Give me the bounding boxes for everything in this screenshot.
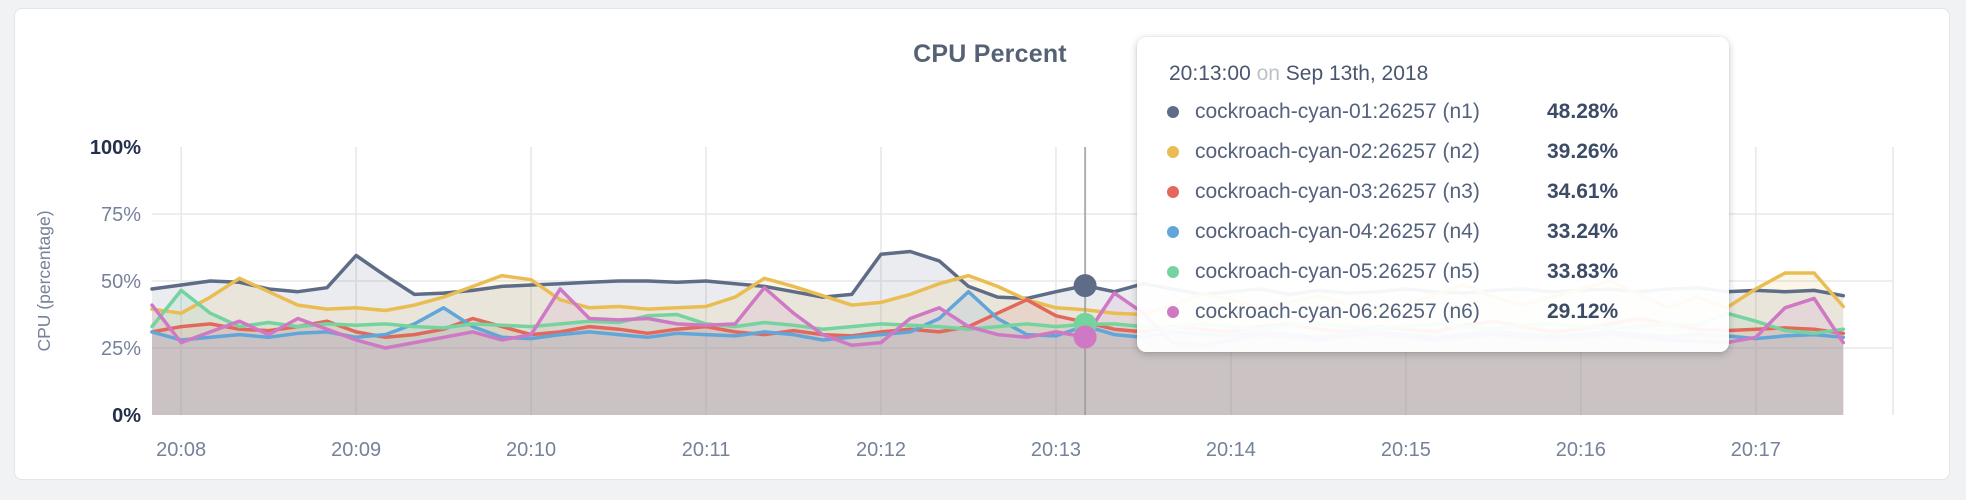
series-area-n4	[152, 291, 1844, 415]
series-color-dot-icon	[1167, 146, 1179, 158]
x-tick-label: 20:17	[1731, 439, 1781, 461]
tooltip-date-text: Sep 13th, 2018	[1285, 62, 1429, 85]
series-area-n5	[152, 290, 1844, 415]
series-color-dot-icon	[1167, 226, 1179, 238]
tooltip-row: cockroach-cyan-06:26257 (n6) 29.12%	[1167, 292, 1699, 332]
series-area-n3	[152, 299, 1844, 415]
tooltip-row: cockroach-cyan-01:26257 (n1) 48.28%	[1167, 92, 1699, 132]
tooltip-row: cockroach-cyan-05:26257 (n5) 33.83%	[1167, 252, 1699, 292]
x-tick-label: 20:09	[331, 439, 381, 461]
x-tick-label: 20:13	[1031, 439, 1081, 461]
tooltip-header: 20:13:00 on Sep 13th, 2018	[1169, 62, 1699, 86]
tooltip-row: cockroach-cyan-04:26257 (n4) 33.24%	[1167, 212, 1699, 252]
hover-tooltip: 20:13:00 on Sep 13th, 2018 cockroach-cya…	[1137, 37, 1729, 352]
series-color-dot-icon	[1167, 306, 1179, 318]
x-tick-label: 20:15	[1381, 439, 1431, 461]
tooltip-on-word-text: on	[1256, 62, 1280, 85]
series-area-n6	[152, 287, 1844, 415]
y-tick-label: 0%	[112, 405, 141, 427]
y-axis-label: CPU (percentage)	[34, 210, 54, 351]
hover-marker-n6	[1073, 325, 1097, 349]
tooltip-series-value: 39.26%	[1547, 140, 1619, 163]
tooltip-series-name: cockroach-cyan-02:26257 (n2)	[1195, 140, 1480, 163]
tooltip-series-name: cockroach-cyan-05:26257 (n5)	[1195, 260, 1480, 283]
x-tick-label: 20:08	[156, 439, 206, 461]
tooltip-series-value: 29.12%	[1547, 300, 1619, 323]
y-tick-label: 100%	[90, 137, 141, 159]
x-tick-label: 20:16	[1556, 439, 1606, 461]
series-color-dot-icon	[1167, 106, 1179, 118]
tooltip-series-name: cockroach-cyan-06:26257 (n6)	[1195, 300, 1480, 323]
x-tick-label: 20:11	[682, 439, 731, 461]
tooltip-series-name: cockroach-cyan-04:26257 (n4)	[1195, 220, 1480, 243]
x-tick-label: 20:10	[506, 439, 556, 461]
series-color-dot-icon	[1167, 186, 1179, 198]
tooltip-time: 20:13:00	[1169, 62, 1251, 85]
tooltip-row: cockroach-cyan-03:26257 (n3) 34.61%	[1167, 172, 1699, 212]
tooltip-series-value: 34.61%	[1547, 180, 1619, 203]
series-color-dot-icon	[1167, 266, 1179, 278]
tooltip-series-value: 48.28%	[1547, 100, 1619, 123]
tooltip-series-value: 33.83%	[1547, 260, 1619, 283]
y-tick-label: 25%	[101, 338, 141, 360]
hover-marker-n1	[1073, 274, 1097, 298]
y-tick-label: 50%	[101, 271, 141, 293]
tooltip-row: cockroach-cyan-02:26257 (n2) 39.26%	[1167, 132, 1699, 172]
tooltip-series-name: cockroach-cyan-01:26257 (n1)	[1195, 100, 1480, 123]
chart-title: CPU Percent	[913, 40, 1067, 68]
x-tick-label: 20:14	[1206, 439, 1256, 461]
tooltip-series-name: cockroach-cyan-03:26257 (n3)	[1195, 180, 1480, 203]
tooltip-rows: cockroach-cyan-01:26257 (n1) 48.28% cockro…	[1167, 92, 1699, 332]
y-tick-label: 75%	[101, 204, 141, 226]
x-tick-label: 20:12	[856, 439, 906, 461]
tooltip-series-value: 33.24%	[1547, 220, 1619, 243]
